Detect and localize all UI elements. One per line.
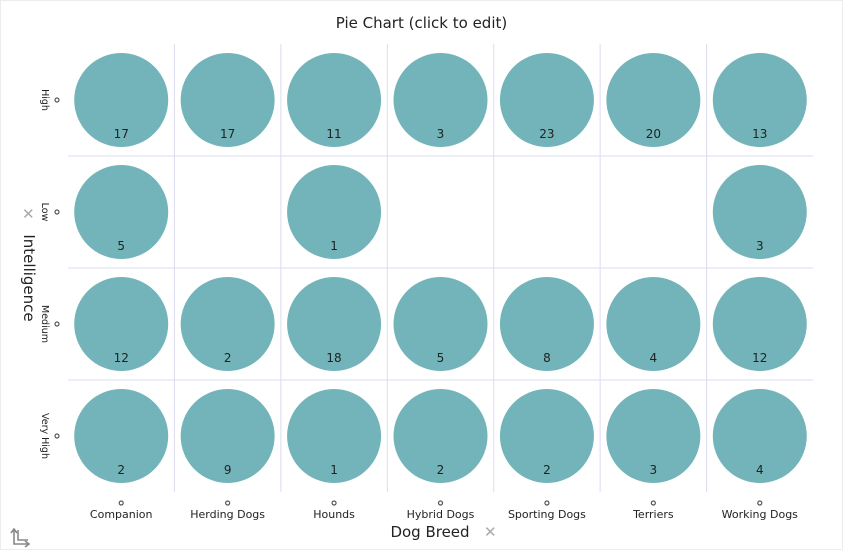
y-tick-dot bbox=[54, 209, 60, 215]
pie-slice[interactable] bbox=[606, 277, 701, 371]
pie-value-label: 1 bbox=[330, 239, 338, 253]
pie-slice[interactable] bbox=[712, 389, 807, 483]
chart-title[interactable]: Pie Chart (click to edit) bbox=[335, 14, 508, 32]
pie-value-label: 4 bbox=[650, 351, 658, 365]
y-tick-dot bbox=[54, 321, 60, 327]
pie-slice[interactable] bbox=[393, 53, 488, 147]
x-tick-dot bbox=[544, 500, 550, 506]
pie-value-label: 11 bbox=[326, 127, 341, 141]
pie-value-label: 18 bbox=[326, 351, 341, 365]
pie-slice[interactable] bbox=[74, 165, 169, 259]
pie-slice[interactable] bbox=[287, 165, 382, 259]
pie-slice[interactable] bbox=[606, 53, 701, 147]
y-axis-remove-icon[interactable]: ✕ bbox=[22, 205, 35, 223]
y-tick-label: Very High bbox=[39, 413, 50, 459]
pie-value-label: 3 bbox=[756, 239, 764, 253]
x-tick-label: Hounds bbox=[313, 508, 355, 521]
x-tick-dot bbox=[757, 500, 763, 506]
pie-slice[interactable] bbox=[287, 277, 382, 371]
swap-axes-icon[interactable] bbox=[10, 528, 32, 548]
pie-slice[interactable] bbox=[499, 277, 594, 371]
pie-value-label: 2 bbox=[543, 463, 551, 477]
pie-slice[interactable] bbox=[393, 389, 488, 483]
y-tick-label: High bbox=[39, 89, 50, 111]
x-tick-dot bbox=[437, 500, 444, 506]
pie-slice[interactable] bbox=[393, 277, 488, 371]
y-axis-label[interactable]: Intelligence bbox=[20, 234, 38, 322]
pie-value-label: 5 bbox=[117, 239, 125, 253]
pie-slice[interactable] bbox=[74, 389, 169, 483]
pie-slice[interactable] bbox=[712, 277, 807, 371]
pie-value-label: 2 bbox=[437, 463, 445, 477]
pie-value-label: 12 bbox=[114, 351, 129, 365]
pie-slice[interactable] bbox=[74, 277, 169, 371]
pie-value-label: 5 bbox=[437, 351, 445, 365]
x-tick-label: Herding Dogs bbox=[190, 508, 265, 521]
pie-value-label: 20 bbox=[646, 127, 661, 141]
pie-value-label: 17 bbox=[114, 127, 129, 141]
x-axis-remove-icon[interactable]: ✕ bbox=[484, 523, 497, 541]
pie-value-label: 3 bbox=[437, 127, 445, 141]
pie-value-label: 8 bbox=[543, 351, 551, 365]
y-tick-dot bbox=[54, 97, 60, 103]
x-tick-label: Working Dogs bbox=[722, 508, 799, 521]
x-tick-dot bbox=[331, 500, 337, 506]
x-tick-dot bbox=[118, 500, 124, 506]
pie-slice[interactable] bbox=[180, 53, 275, 147]
pie-slice[interactable] bbox=[74, 53, 169, 147]
pie-value-label: 2 bbox=[117, 463, 125, 477]
pie-slice[interactable] bbox=[287, 53, 382, 147]
pie-value-label: 13 bbox=[752, 127, 767, 141]
pie-value-label: 9 bbox=[224, 463, 232, 477]
pie-slice[interactable] bbox=[712, 165, 807, 259]
pie-value-label: 23 bbox=[539, 127, 554, 141]
x-tick-dot bbox=[650, 500, 656, 506]
pie-slice[interactable] bbox=[180, 277, 275, 371]
pie-slice[interactable] bbox=[499, 389, 594, 483]
pie-value-label: 2 bbox=[224, 351, 232, 365]
pie-value-label: 12 bbox=[752, 351, 767, 365]
x-tick-dot bbox=[225, 500, 231, 506]
x-tick-label: Companion bbox=[90, 508, 153, 521]
y-tick-label: Medium bbox=[39, 305, 50, 343]
pie-value-label: 17 bbox=[220, 127, 235, 141]
pie-slice[interactable] bbox=[287, 389, 382, 483]
pie-value-label: 3 bbox=[650, 463, 658, 477]
pie-slice[interactable] bbox=[499, 53, 594, 147]
x-tick-label: Sporting Dogs bbox=[508, 508, 586, 521]
y-tick-dot bbox=[54, 433, 60, 439]
pie-slice[interactable] bbox=[712, 53, 807, 147]
x-tick-label: Hybrid Dogs bbox=[407, 508, 475, 521]
y-tick-label: Low bbox=[39, 203, 50, 222]
pie-value-label: 1 bbox=[330, 463, 338, 477]
x-axis-label[interactable]: Dog Breed bbox=[390, 523, 470, 541]
pie-slice[interactable] bbox=[606, 389, 701, 483]
pie-slice[interactable] bbox=[180, 389, 275, 483]
x-tick-label: Terriers bbox=[632, 508, 674, 521]
pie-value-label: 4 bbox=[756, 463, 764, 477]
